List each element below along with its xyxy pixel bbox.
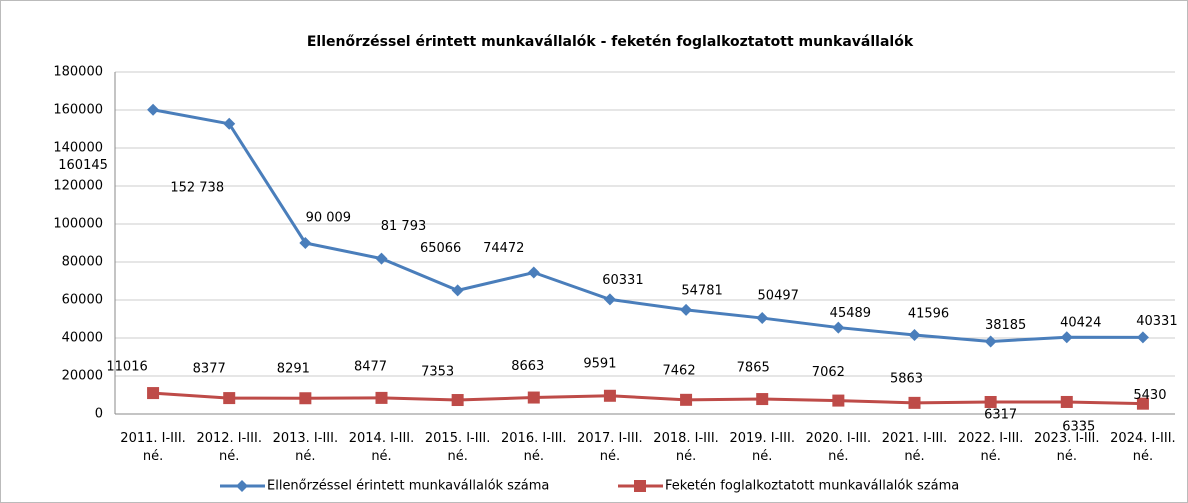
data-label: 5430 — [1133, 388, 1166, 403]
legend-marker — [236, 480, 248, 492]
data-label: 7462 — [663, 363, 696, 378]
y-tick-label: 60000 — [62, 293, 103, 308]
data-label: 8291 — [277, 362, 310, 377]
y-tick-label: 100000 — [53, 217, 103, 232]
data-label: 50497 — [758, 289, 799, 304]
point-marker — [527, 266, 540, 279]
data-label: 9591 — [583, 356, 616, 371]
data-label: 11016 — [106, 360, 147, 375]
x-tick-label: 2022. I-III. né. — [957, 431, 1024, 464]
point-marker — [223, 392, 236, 405]
point-marker — [680, 393, 693, 406]
point-marker — [1060, 331, 1073, 344]
point-marker — [527, 391, 540, 404]
data-label: 90 009 — [306, 210, 352, 225]
x-tick-label: 2013. I-III. né. — [272, 431, 339, 464]
point-marker — [603, 389, 616, 402]
point-marker — [832, 321, 845, 334]
point-marker — [603, 293, 616, 306]
data-label: 38185 — [985, 318, 1026, 333]
x-tick-label: 2015. I-III. né. — [424, 431, 491, 464]
point-marker — [832, 394, 845, 407]
y-tick-label: 120000 — [53, 179, 103, 194]
legend-marker — [634, 480, 646, 492]
x-tick-label: 2021. I-III. né. — [881, 431, 948, 464]
data-label: 7062 — [812, 365, 845, 380]
x-tick-label: 2012. I-III. né. — [196, 431, 262, 464]
data-label: 45489 — [830, 306, 871, 321]
point-marker — [147, 103, 160, 116]
data-label: 6317 — [984, 407, 1017, 422]
point-marker — [1136, 331, 1149, 344]
y-tick-label: 180000 — [53, 65, 103, 80]
point-marker — [147, 387, 160, 400]
y-tick-label: 80000 — [62, 255, 103, 270]
point-marker — [984, 335, 997, 348]
data-label: 54781 — [681, 283, 722, 298]
point-marker — [1060, 395, 1073, 408]
x-tick-label: 2017. I-III. né. — [577, 431, 643, 464]
x-tick-label: 2018. I-III. né. — [653, 431, 719, 464]
data-label: 8477 — [354, 359, 387, 374]
x-tick-label: 2016. I-III. né. — [501, 431, 567, 464]
point-marker — [451, 394, 464, 407]
data-label: 40331 — [1136, 314, 1177, 329]
data-label: 7353 — [421, 365, 454, 380]
chart-title: Ellenőrzéssel érintett munkavállalók - f… — [307, 34, 914, 50]
x-tick-label: 2024. I-III. né. — [1110, 431, 1176, 464]
point-marker — [451, 284, 464, 297]
data-label: 65066 — [420, 241, 461, 256]
point-marker — [299, 236, 312, 249]
data-label: 160145 — [58, 158, 108, 173]
legend-label: Feketén foglalkoztatott munkavállalók sz… — [665, 479, 959, 494]
series-line — [152, 391, 1143, 406]
data-label: 6335 — [1062, 419, 1095, 434]
point-marker — [984, 395, 997, 408]
y-tick-label: 160000 — [53, 103, 103, 118]
data-label: 152 738 — [170, 180, 224, 195]
data-label: 7865 — [737, 361, 770, 376]
y-tick-label: 40000 — [62, 331, 103, 346]
x-tick-label: 2014. I-III. né. — [348, 431, 415, 464]
legend-label: Ellenőrzéssel érintett munkavállalók szá… — [267, 479, 549, 494]
point-marker — [223, 117, 236, 130]
y-tick-label: 20000 — [62, 369, 103, 384]
point-marker — [756, 312, 769, 325]
data-label: 60331 — [602, 273, 643, 288]
point-marker — [908, 396, 921, 409]
data-label: 8377 — [193, 362, 226, 377]
data-label: 41596 — [908, 306, 949, 321]
point-marker — [375, 252, 388, 265]
data-label: 81 793 — [381, 219, 427, 234]
point-marker — [680, 303, 693, 316]
series-line — [152, 108, 1143, 343]
point-marker — [908, 328, 921, 341]
data-label: 40424 — [1060, 316, 1101, 331]
x-tick-label: 2011. I-III. né. — [120, 431, 186, 464]
data-label: 74472 — [483, 241, 524, 256]
point-marker — [375, 391, 388, 404]
data-label: 5863 — [890, 371, 923, 386]
point-marker — [756, 393, 769, 406]
point-marker — [1136, 397, 1149, 410]
y-tick-label: 0 — [95, 407, 103, 422]
x-tick-label: 2020. I-III. né. — [805, 431, 872, 464]
y-tick-label: 140000 — [53, 141, 103, 156]
x-tick-label: 2019. I-III. né. — [729, 431, 795, 464]
x-tick-label: 2023. I-III. né. — [1034, 431, 1100, 464]
point-marker — [299, 392, 312, 405]
data-label: 8663 — [511, 359, 544, 374]
